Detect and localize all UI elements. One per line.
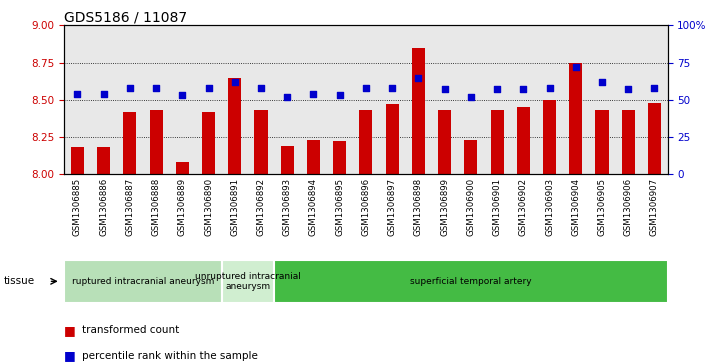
Point	[649, 85, 660, 91]
Text: GSM1306906: GSM1306906	[624, 178, 633, 236]
Bar	[124, 112, 136, 174]
Text: GSM1306895: GSM1306895	[335, 178, 344, 236]
Point	[176, 93, 188, 98]
Point	[518, 86, 529, 92]
Point	[98, 91, 109, 97]
Text: GSM1306891: GSM1306891	[231, 178, 239, 236]
Bar	[254, 110, 268, 174]
Bar	[221, 260, 274, 303]
Text: superficial temporal artery: superficial temporal artery	[410, 277, 532, 286]
Bar	[569, 62, 583, 174]
Text: GSM1306888: GSM1306888	[151, 178, 161, 236]
Text: GSM1306887: GSM1306887	[126, 178, 134, 236]
Text: GSM1306885: GSM1306885	[73, 178, 82, 236]
Point	[465, 94, 476, 100]
Text: ruptured intracranial aneurysm: ruptured intracranial aneurysm	[72, 277, 214, 286]
Bar	[359, 110, 373, 174]
Point	[386, 85, 398, 91]
Bar	[517, 107, 530, 174]
Bar	[543, 100, 556, 174]
Point	[71, 91, 83, 97]
Text: GSM1306902: GSM1306902	[519, 178, 528, 236]
Bar	[595, 110, 608, 174]
Bar	[438, 110, 451, 174]
Point	[413, 74, 424, 80]
Text: GSM1306892: GSM1306892	[256, 178, 266, 236]
Text: percentile rank within the sample: percentile rank within the sample	[82, 351, 258, 361]
Bar	[202, 112, 215, 174]
Bar	[97, 147, 110, 174]
Point	[570, 64, 581, 70]
Text: GSM1306894: GSM1306894	[309, 178, 318, 236]
Text: GSM1306904: GSM1306904	[571, 178, 580, 236]
Bar	[386, 104, 398, 174]
Text: tissue: tissue	[4, 276, 35, 286]
Text: GSM1306890: GSM1306890	[204, 178, 213, 236]
Point	[151, 85, 162, 91]
Text: GSM1306893: GSM1306893	[283, 178, 292, 236]
Point	[203, 85, 214, 91]
Point	[308, 91, 319, 97]
Point	[281, 94, 293, 100]
Point	[544, 85, 555, 91]
Bar	[176, 162, 189, 174]
Point	[361, 85, 372, 91]
Text: GSM1306898: GSM1306898	[414, 178, 423, 236]
Text: GSM1306905: GSM1306905	[598, 178, 606, 236]
Text: GSM1306903: GSM1306903	[545, 178, 554, 236]
Text: ■: ■	[64, 349, 76, 362]
Bar	[71, 147, 84, 174]
Bar	[149, 110, 163, 174]
Point	[439, 86, 451, 92]
Text: GSM1306900: GSM1306900	[466, 178, 476, 236]
Bar	[412, 48, 425, 174]
Text: GSM1306889: GSM1306889	[178, 178, 187, 236]
Point	[124, 85, 136, 91]
Bar	[64, 260, 221, 303]
Point	[256, 85, 267, 91]
Text: GSM1306899: GSM1306899	[440, 178, 449, 236]
Bar	[274, 260, 668, 303]
Text: ■: ■	[64, 324, 76, 337]
Point	[596, 79, 608, 85]
Text: unruptured intracranial
aneurysm: unruptured intracranial aneurysm	[195, 272, 301, 291]
Text: GSM1306896: GSM1306896	[361, 178, 371, 236]
Point	[491, 86, 503, 92]
Point	[623, 86, 634, 92]
Text: transformed count: transformed count	[82, 325, 179, 335]
Bar	[307, 140, 320, 174]
Point	[334, 93, 346, 98]
Bar	[491, 110, 503, 174]
Text: GSM1306886: GSM1306886	[99, 178, 108, 236]
Bar	[648, 103, 661, 174]
Text: GSM1306897: GSM1306897	[388, 178, 397, 236]
Text: GDS5186 / 11087: GDS5186 / 11087	[64, 11, 187, 25]
Text: GSM1306907: GSM1306907	[650, 178, 659, 236]
Bar	[333, 142, 346, 174]
Point	[229, 79, 241, 85]
Bar	[622, 110, 635, 174]
Bar	[228, 77, 241, 174]
Text: GSM1306901: GSM1306901	[493, 178, 501, 236]
Bar	[281, 146, 293, 174]
Bar	[464, 140, 478, 174]
